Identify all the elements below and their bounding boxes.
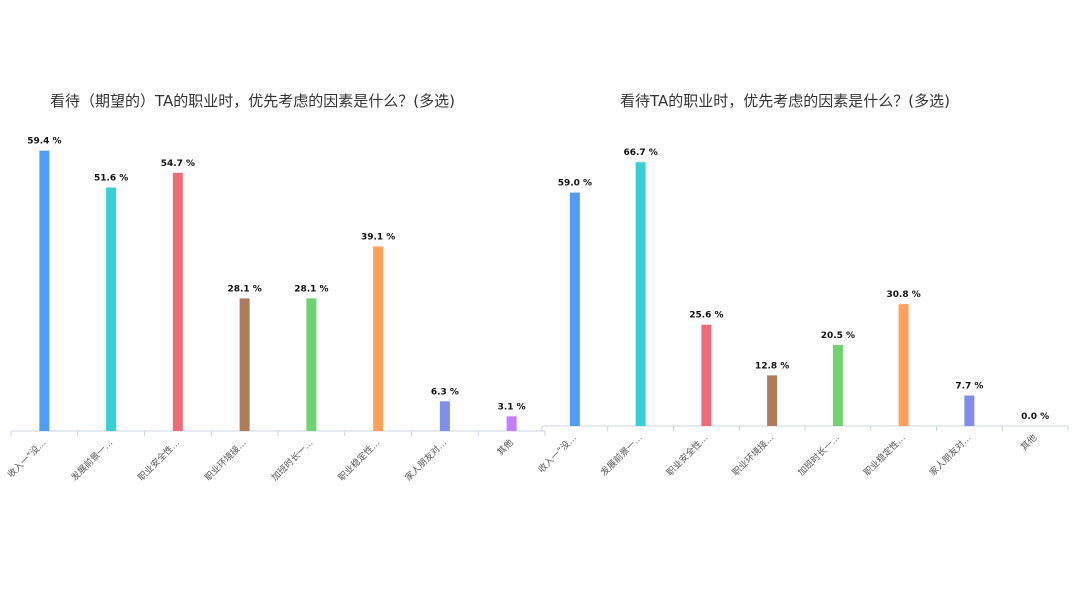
value-label-2: 54.7 % xyxy=(161,159,195,169)
bar-3 xyxy=(767,375,778,426)
value-label-1: 66.7 % xyxy=(623,148,657,158)
category-label-5: 职业稳定性… xyxy=(336,437,383,484)
value-label-3: 12.8 % xyxy=(755,361,789,371)
value-label-0: 59.4 % xyxy=(27,137,61,147)
category-label-4: 加班时长一… xyxy=(795,432,842,479)
chart-title-right: 看待TA的职业时，优先考虑的因素是什么？(多选) xyxy=(620,92,950,110)
value-label-4: 28.1 % xyxy=(294,284,328,294)
category-label-2: 职业安全性… xyxy=(664,432,711,479)
bar-0 xyxy=(39,150,50,431)
category-label-3: 职业环境接… xyxy=(202,437,249,484)
bar-2 xyxy=(701,324,712,426)
bar-0 xyxy=(569,192,580,426)
bar-6 xyxy=(439,401,450,431)
category-label-1: 发展前景一… xyxy=(598,432,645,479)
value-label-6: 6.3 % xyxy=(431,387,459,397)
value-label-3: 28.1 % xyxy=(227,284,261,294)
value-label-7: 0.0 % xyxy=(1021,412,1049,422)
bar-6 xyxy=(964,395,975,426)
category-label-0: 收入一“没… xyxy=(5,437,49,481)
category-label-3: 职业环境接… xyxy=(730,432,777,479)
category-label-5: 职业稳定性… xyxy=(861,432,908,479)
bar-5 xyxy=(373,246,384,431)
value-label-5: 39.1 % xyxy=(361,232,395,242)
bar-4 xyxy=(832,344,843,426)
value-label-0: 59.0 % xyxy=(558,179,592,189)
bar-1 xyxy=(635,162,646,427)
value-label-1: 51.6 % xyxy=(94,173,128,183)
category-label-0: 收入一“没… xyxy=(535,432,579,476)
category-label-6: 家人朋友对… xyxy=(927,432,974,479)
bar-3 xyxy=(239,298,250,431)
chart-0: 59.4 % 收入一“没… 51.6 % 发展前景一… 54.7 % 职业安全性… 28.1… xyxy=(5,137,546,484)
category-label-1: 发展前景一… xyxy=(69,437,116,484)
bar-2 xyxy=(172,172,183,431)
value-label-6: 7.7 % xyxy=(955,382,983,392)
bar-7 xyxy=(506,416,517,431)
bar-1 xyxy=(106,187,117,431)
chart-title-left: 看待（期望的）TA的职业时，优先考虑的因素是什么？(多选) xyxy=(50,92,455,110)
category-label-7: 其他 xyxy=(1018,432,1039,453)
category-label-4: 加班时长一… xyxy=(269,437,316,484)
category-label-6: 家人朋友对… xyxy=(402,437,449,484)
category-label-7: 其他 xyxy=(495,437,516,458)
bar-4 xyxy=(306,298,317,431)
value-label-5: 30.8 % xyxy=(886,290,920,300)
category-label-2: 职业安全性… xyxy=(135,437,182,484)
bar-5 xyxy=(898,304,909,426)
value-label-7: 3.1 % xyxy=(498,402,526,412)
value-label-4: 20.5 % xyxy=(821,331,855,341)
value-label-2: 25.6 % xyxy=(689,311,723,321)
chart-1: 59.0 % 收入一“没… 66.7 % 发展前景一… 25.6 % 职业安全性… 12.8… xyxy=(535,148,1069,479)
